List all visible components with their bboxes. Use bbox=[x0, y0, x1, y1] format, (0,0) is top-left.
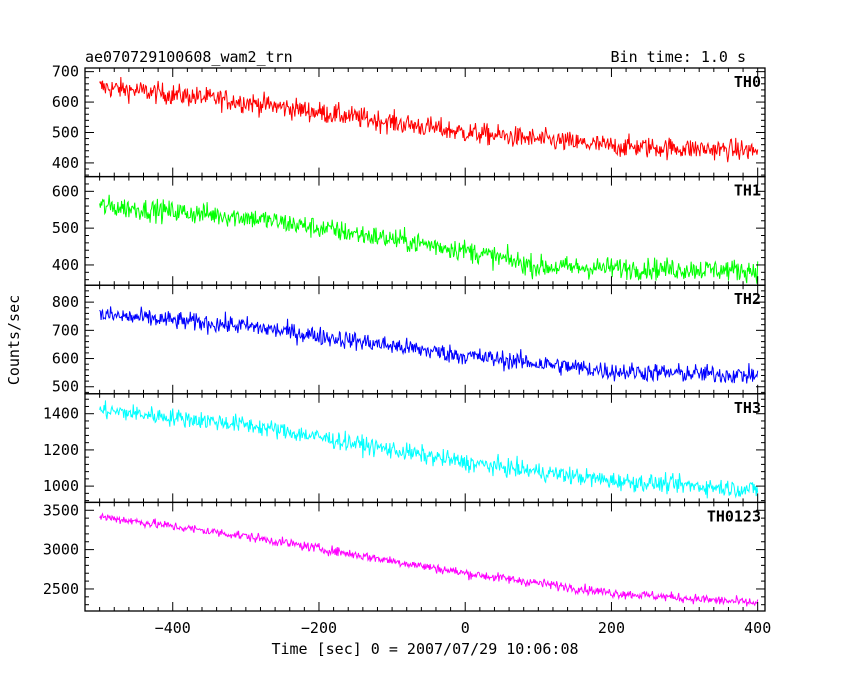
panel-th0123: 2500 3000 3500 TH0123 bbox=[43, 501, 766, 612]
panel-label: TH0123 bbox=[707, 507, 761, 525]
panel-frame bbox=[84, 67, 766, 178]
y-tick-label: 800 bbox=[52, 293, 79, 311]
panel-frame bbox=[84, 501, 766, 612]
panel-th2: 500 600 700 800 TH2 bbox=[52, 284, 766, 396]
bin-time-label: Bin time: 1.0 s bbox=[611, 48, 746, 66]
series-line-th0123 bbox=[99, 512, 759, 607]
y-tick-label: 400 bbox=[52, 256, 79, 274]
y-tick-label: 700 bbox=[52, 321, 79, 339]
x-tick-label: 200 bbox=[598, 619, 625, 637]
y-tick-label: 3500 bbox=[43, 501, 79, 519]
y-tick-label: 1000 bbox=[43, 477, 79, 495]
y-tick-label: 500 bbox=[52, 123, 79, 141]
y-tick-label: 400 bbox=[52, 154, 79, 172]
panel-label: TH3 bbox=[734, 399, 761, 417]
y-tick-label: 1400 bbox=[43, 405, 79, 423]
series-line-th2 bbox=[99, 306, 759, 384]
y-tick-label: 1200 bbox=[43, 441, 79, 459]
y-tick-label: 3000 bbox=[43, 541, 79, 559]
series-line-th1 bbox=[99, 194, 759, 284]
series-line-th3 bbox=[99, 400, 759, 499]
x-axis-label: Time [sec] 0 = 2007/07/29 10:06:08 bbox=[271, 640, 578, 658]
panel-label: TH0 bbox=[734, 73, 761, 91]
panel-th0: 400 500 600 700 TH0 bbox=[52, 63, 766, 178]
panels-group: 400 500 600 700 TH0 400 500 600 TH1 500 600 700 800 T… bbox=[43, 63, 771, 637]
y-tick-label: 500 bbox=[52, 219, 79, 237]
x-tick-label: −200 bbox=[301, 619, 337, 637]
series-line-th0 bbox=[99, 76, 759, 163]
panel-th1: 400 500 600 TH1 bbox=[52, 175, 766, 286]
y-tick-label: 600 bbox=[52, 182, 79, 200]
chart-title: ae070729100608_wam2_trn bbox=[85, 48, 293, 66]
y-tick-label: 600 bbox=[52, 350, 79, 368]
y-tick-label: 700 bbox=[52, 63, 79, 81]
x-tick-label: −400 bbox=[155, 619, 191, 637]
y-tick-label: 2500 bbox=[43, 580, 79, 598]
y-tick-label: 500 bbox=[52, 378, 79, 396]
panel-label: TH1 bbox=[734, 182, 761, 200]
x-tick-label: 0 bbox=[461, 619, 470, 637]
y-tick-label: 600 bbox=[52, 93, 79, 111]
panel-th3: 1000 1200 1400 TH3 bbox=[43, 393, 766, 504]
panel-label: TH2 bbox=[734, 290, 761, 308]
panel-frame bbox=[84, 284, 766, 395]
y-axis-label: Counts/sec bbox=[5, 295, 23, 385]
x-tick-label: 400 bbox=[744, 619, 771, 637]
